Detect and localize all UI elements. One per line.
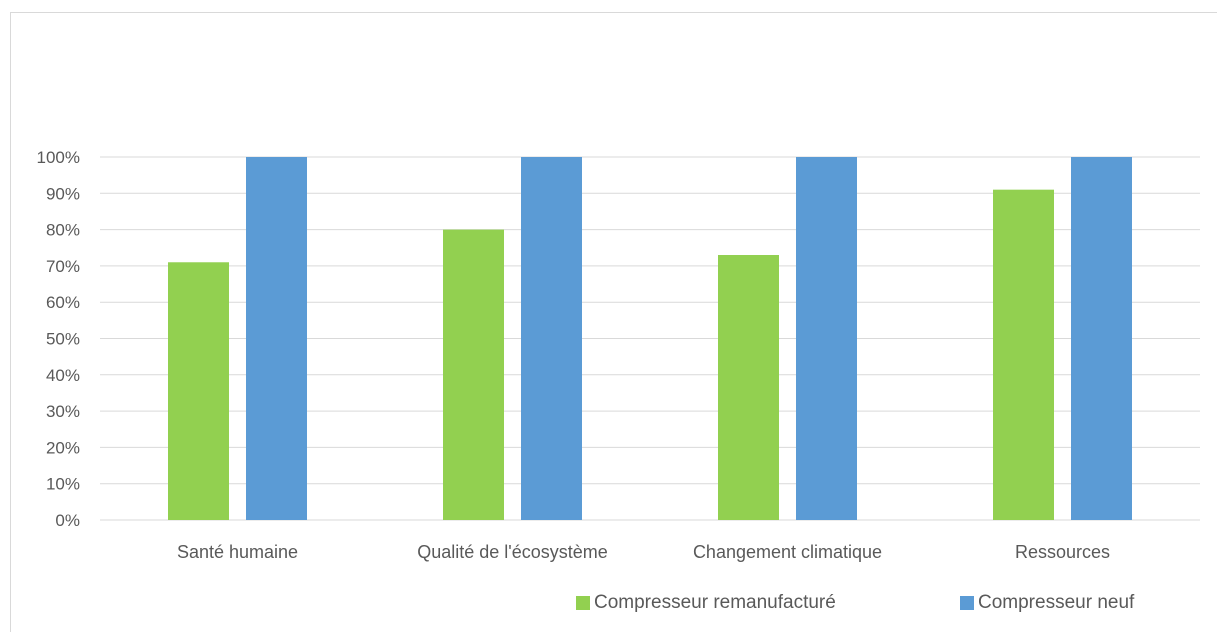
legend-swatch-blue <box>960 596 974 610</box>
x-category-label: Ressources <box>1015 542 1110 562</box>
legend-item-neuf: Compresseur neuf <box>960 590 1134 616</box>
bar-neuf <box>246 157 307 520</box>
bars <box>168 157 1132 521</box>
legend-swatch-green <box>576 596 590 610</box>
y-tick-label: 0% <box>55 511 80 530</box>
bar-neuf <box>1071 157 1132 520</box>
chart-frame <box>10 12 1217 632</box>
bar-remanufacture <box>168 262 229 520</box>
y-tick-label: 40% <box>46 366 80 385</box>
y-tick-label: 90% <box>46 184 80 203</box>
y-tick-label: 100% <box>37 148 80 167</box>
x-category-label: Changement climatique <box>693 542 882 562</box>
bar-neuf <box>796 157 857 520</box>
x-category-label: Santé humaine <box>177 542 298 562</box>
y-axis-tick-labels: 0% 10% 20% 30% 40% 50% 60% 70% 80% 90% 100% <box>37 148 80 530</box>
bar-remanufacture <box>993 189 1054 521</box>
y-tick-label: 50% <box>46 330 80 349</box>
bar-remanufacture <box>443 229 504 520</box>
x-axis-category-labels: Santé humaine Qualité de l'écosystème Chan… <box>177 542 1110 562</box>
bar-remanufacture <box>718 255 779 520</box>
legend-label-remanufacture: Compresseur remanufacturé <box>594 592 836 613</box>
legend-label-neuf: Compresseur neuf <box>978 592 1135 613</box>
y-tick-label: 60% <box>46 293 80 312</box>
bar-neuf <box>521 157 582 520</box>
y-tick-label: 30% <box>46 402 80 421</box>
y-tick-label: 10% <box>46 475 80 494</box>
y-tick-label: 70% <box>46 257 80 276</box>
y-tick-label: 20% <box>46 438 80 457</box>
legend-item-remanufacture: Compresseur remanufacturé <box>576 590 836 616</box>
x-category-label: Qualité de l'écosystème <box>417 542 608 562</box>
y-tick-label: 80% <box>46 221 80 240</box>
